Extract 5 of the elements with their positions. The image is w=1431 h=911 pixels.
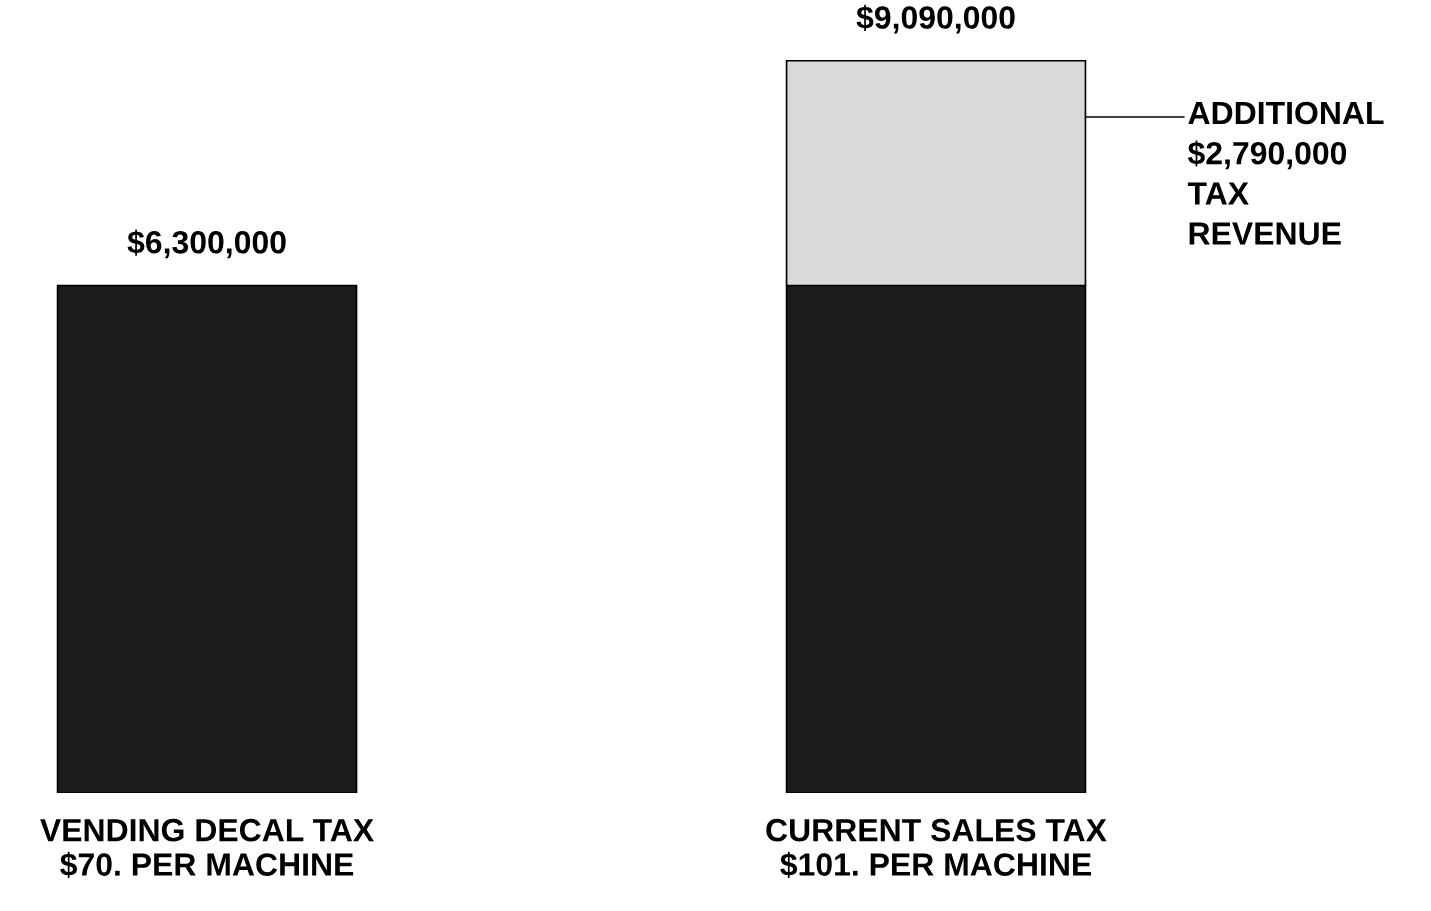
data-label: ADDITIONAL $2,790,000 TAX REVENUE bbox=[1187, 101, 1384, 245]
x-tick-label: VENDING DECAL TAX $70. PER MACHINE bbox=[40, 818, 374, 878]
data-label: $6,300,000 bbox=[127, 229, 286, 259]
total-label: $9,090,000 bbox=[856, 4, 1015, 34]
x-tick-label: CURRENT SALES TAX $101. PER MACHINE bbox=[766, 818, 1107, 878]
